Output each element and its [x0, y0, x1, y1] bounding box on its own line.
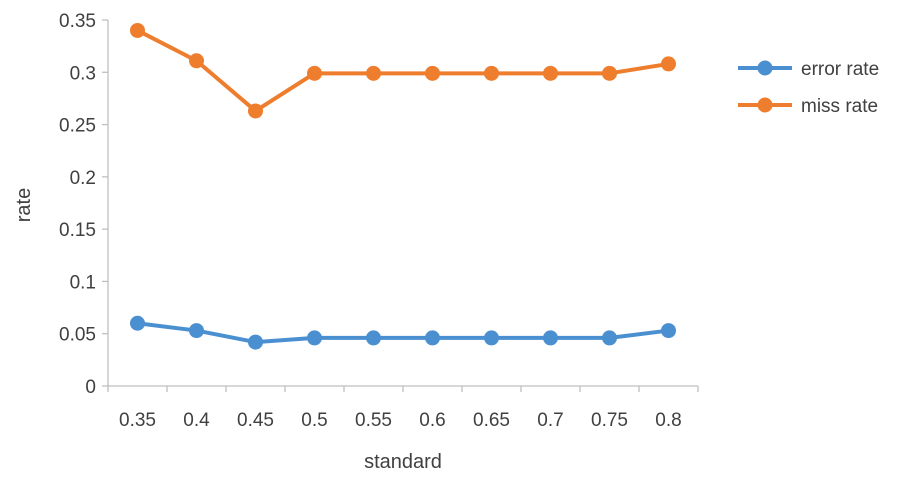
series-layer — [130, 22, 676, 350]
data-point — [130, 315, 145, 331]
data-point — [248, 103, 263, 119]
data-point — [189, 53, 204, 69]
data-point — [425, 65, 440, 81]
y-tick-label: 0.25 — [59, 116, 96, 137]
y-tick-labels: 0 0.05 0.1 0.15 0.2 0.25 0.3 0.35 — [59, 11, 96, 398]
x-tick-label: 0.7 — [537, 410, 563, 431]
y-axis-title: rate — [13, 188, 35, 222]
data-point — [661, 56, 676, 72]
data-point — [661, 323, 676, 339]
legend-label: miss rate — [801, 96, 878, 117]
data-point — [189, 323, 204, 339]
y-tick-label: 0.3 — [70, 63, 96, 84]
y-tick-label: 0.35 — [59, 11, 96, 32]
data-point — [602, 330, 617, 346]
series-line-1 — [135, 28, 671, 113]
legend-label: error rate — [801, 59, 879, 80]
data-point — [484, 65, 499, 81]
data-point — [543, 65, 558, 81]
x-tick-label: 0.5 — [301, 410, 327, 431]
x-tick-label: 0.45 — [237, 410, 274, 431]
chart-axes — [102, 19, 699, 392]
x-tick-label: 0.4 — [183, 410, 210, 431]
x-tick-label: 0.75 — [591, 410, 628, 431]
x-tick-label: 0.8 — [655, 410, 681, 431]
x-tick-labels: 0.35 0.4 0.45 0.5 0.55 0.6 0.65 0.7 0.75 0.8 — [119, 410, 682, 431]
data-point — [130, 22, 145, 38]
y-tick-label: 0.2 — [70, 168, 96, 189]
y-tick-label: 0.15 — [59, 220, 96, 241]
data-point — [366, 330, 381, 346]
y-tick-label: 0.1 — [70, 272, 96, 293]
data-point — [543, 330, 558, 346]
series-line-0 — [135, 321, 671, 345]
data-point — [484, 330, 499, 346]
legend-marker — [757, 60, 773, 76]
x-tick-label: 0.65 — [473, 410, 510, 431]
data-point — [425, 330, 440, 346]
data-point — [366, 65, 381, 81]
y-tick-label: 0.05 — [59, 325, 96, 346]
data-point — [602, 65, 617, 81]
x-tick-label: 0.35 — [119, 410, 156, 431]
y-tick-label: 0 — [85, 377, 96, 398]
x-tick-label: 0.6 — [419, 410, 445, 431]
x-tick-label: 0.55 — [355, 410, 392, 431]
x-axis-title: standard — [364, 451, 442, 473]
data-point — [307, 65, 322, 81]
chart-legend: error rate miss rate — [738, 59, 879, 117]
data-point — [307, 330, 322, 346]
data-point — [248, 334, 263, 350]
legend-marker — [757, 97, 773, 113]
